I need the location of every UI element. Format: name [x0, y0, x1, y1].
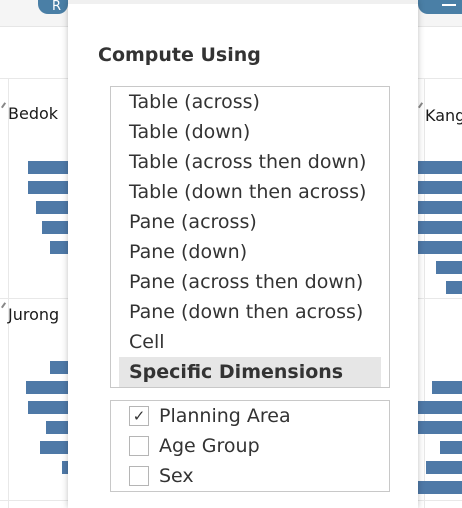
bar	[418, 241, 462, 254]
option-pane-across-then-down[interactable]: Pane (across then down)	[129, 271, 364, 293]
bar	[42, 221, 68, 234]
checkbox-planning-area[interactable]: ✓	[129, 406, 149, 426]
bar	[440, 441, 462, 454]
dialog-title: Compute Using	[98, 44, 261, 66]
bar	[418, 181, 462, 194]
bar	[418, 201, 462, 214]
bar	[436, 261, 462, 274]
option-table-across[interactable]: Table (across)	[129, 91, 260, 113]
menu-icon	[442, 4, 456, 6]
bar	[50, 241, 68, 254]
bar	[446, 281, 462, 294]
bar	[28, 401, 68, 414]
option-pane-down-then-across[interactable]: Pane (down then across)	[129, 301, 364, 323]
bar	[418, 161, 462, 174]
compute-using-dialog: Compute Using Table (across) Table (down…	[68, 0, 418, 508]
bar	[50, 361, 68, 374]
dimensions-list: ✓ Planning Area Age Group Sex	[110, 400, 390, 492]
bar	[26, 381, 68, 394]
dimension-label: Age Group	[159, 435, 260, 457]
checkbox-sex[interactable]	[129, 466, 149, 486]
bar	[432, 381, 462, 394]
bar	[426, 461, 462, 474]
bar	[46, 421, 68, 434]
bar	[40, 441, 68, 454]
option-table-down[interactable]: Table (down)	[129, 121, 251, 143]
checkbox-age-group[interactable]	[129, 436, 149, 456]
option-pane-across[interactable]: Pane (across)	[129, 211, 257, 233]
bar	[418, 401, 462, 414]
pane-divider	[8, 78, 9, 508]
menu-button[interactable]	[418, 0, 462, 14]
option-specific-dimensions[interactable]: Specific Dimensions	[119, 357, 381, 387]
bar	[418, 421, 462, 434]
option-table-across-then-down[interactable]: Table (across then down)	[129, 151, 367, 173]
panel-label-bedok: Bedok	[8, 104, 59, 123]
compute-using-options-list: Table (across) Table (down) Table (acros…	[110, 86, 390, 388]
bar	[28, 161, 68, 174]
dimension-label: Planning Area	[159, 405, 291, 427]
top-pill-label: R	[52, 0, 62, 14]
option-table-down-then-across[interactable]: Table (down then across)	[129, 181, 367, 203]
bar	[418, 481, 462, 494]
dialog-top-edge	[68, 0, 418, 4]
dimension-label: Sex	[159, 465, 194, 487]
panel-label-kang: Kang	[425, 106, 462, 125]
option-pane-down[interactable]: Pane (down)	[129, 241, 248, 263]
bar	[36, 201, 68, 214]
top-pill-button[interactable]: R	[38, 0, 68, 14]
panel-label-jurong: Jurong	[8, 305, 60, 324]
bar	[418, 221, 462, 234]
pane-divider	[424, 78, 425, 508]
option-cell[interactable]: Cell	[129, 331, 165, 353]
bar	[62, 461, 68, 474]
bar	[28, 181, 68, 194]
